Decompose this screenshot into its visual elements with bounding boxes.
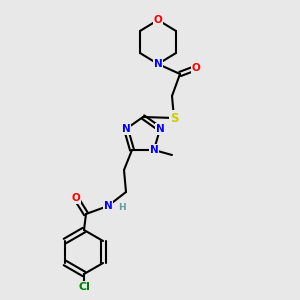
Text: O: O	[154, 15, 162, 25]
Text: N: N	[154, 59, 162, 69]
Text: O: O	[192, 63, 200, 73]
Text: O: O	[72, 193, 80, 203]
Text: N: N	[122, 124, 130, 134]
Text: H: H	[118, 203, 126, 212]
Text: S: S	[170, 112, 178, 124]
Text: Cl: Cl	[78, 282, 90, 292]
Text: N: N	[150, 145, 158, 155]
Text: N: N	[103, 201, 112, 211]
Text: N: N	[156, 124, 164, 134]
